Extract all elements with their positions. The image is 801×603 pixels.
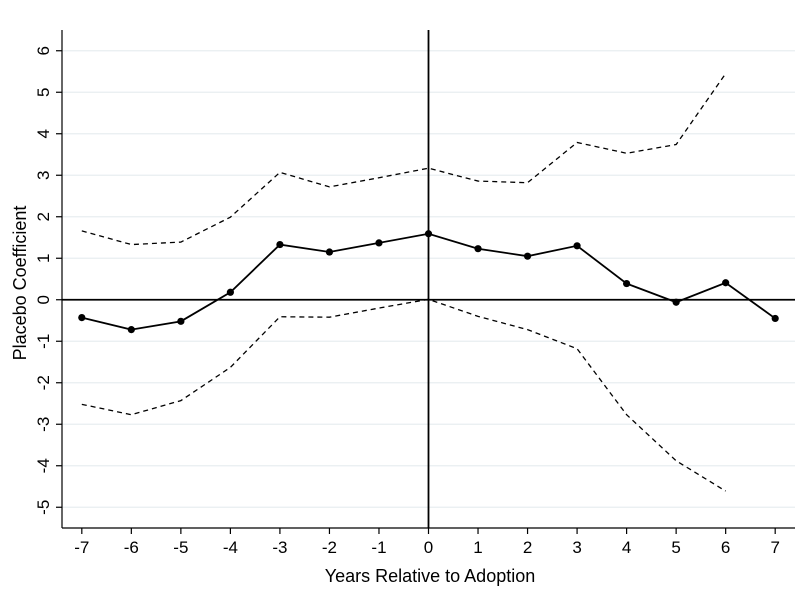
x-tick-label: -1 (371, 538, 386, 557)
y-tick-label: -1 (34, 334, 53, 349)
series-group (78, 73, 779, 492)
x-tick-label: -3 (272, 538, 287, 557)
estimate-point (127, 326, 135, 334)
x-tick-label: 5 (671, 538, 680, 557)
estimate-point (722, 279, 730, 287)
x-axis-label: Years Relative to Adoption (325, 566, 535, 586)
x-tick-label: -4 (223, 538, 238, 557)
estimate-point (78, 313, 86, 322)
x-tick-label: 2 (523, 538, 532, 557)
estimate-point (474, 245, 482, 253)
x-tick-label: 3 (572, 538, 581, 557)
x-tick-label: -6 (124, 538, 139, 557)
x-tick-label: -2 (322, 538, 337, 557)
estimate-point (523, 252, 532, 260)
estimate-point (623, 279, 631, 288)
y-tick-label: 0 (34, 295, 53, 304)
y-tick-label: 1 (34, 254, 53, 263)
x-tick-label: 6 (721, 538, 730, 557)
estimate-point (276, 240, 284, 249)
confidence-bound-line (81, 73, 727, 246)
x-tick-label: -7 (74, 538, 89, 557)
y-tick-label: -3 (34, 417, 53, 432)
estimate-point (226, 288, 234, 296)
estimate-point (771, 314, 779, 323)
estimate-point (424, 230, 433, 238)
estimate-point (375, 239, 383, 247)
y-tick-label: -4 (34, 458, 53, 473)
estimate-point (672, 298, 680, 306)
x-tick-label: 0 (424, 538, 433, 557)
estimate-point (325, 248, 334, 256)
estimate-point (177, 317, 185, 325)
y-tick-label: -5 (34, 500, 53, 515)
estimate-point (573, 242, 581, 250)
y-tick-label: 5 (34, 88, 53, 97)
y-tick-label: 2 (34, 212, 53, 221)
x-tick-label: 4 (622, 538, 631, 557)
tick-labels: -5 -4 -3 -2 -1 0 1 2 3 4 5 6 -7 -6 -5 -4 -3 -2 -1 0 1 2 3 4 5 6 7 (34, 46, 780, 557)
y-tick-label: -2 (34, 375, 53, 390)
confidence-bound-line (81, 298, 727, 492)
x-tick-label: 7 (770, 538, 779, 557)
y-tick-label: 4 (34, 129, 53, 138)
x-tick-label: -5 (173, 538, 188, 557)
y-axis-label: Placebo Coefficient (10, 206, 30, 361)
axes (61, 30, 795, 529)
y-tick-label: 6 (34, 46, 53, 55)
y-tick-label: 3 (34, 171, 53, 180)
x-tick-label: 1 (473, 538, 482, 557)
